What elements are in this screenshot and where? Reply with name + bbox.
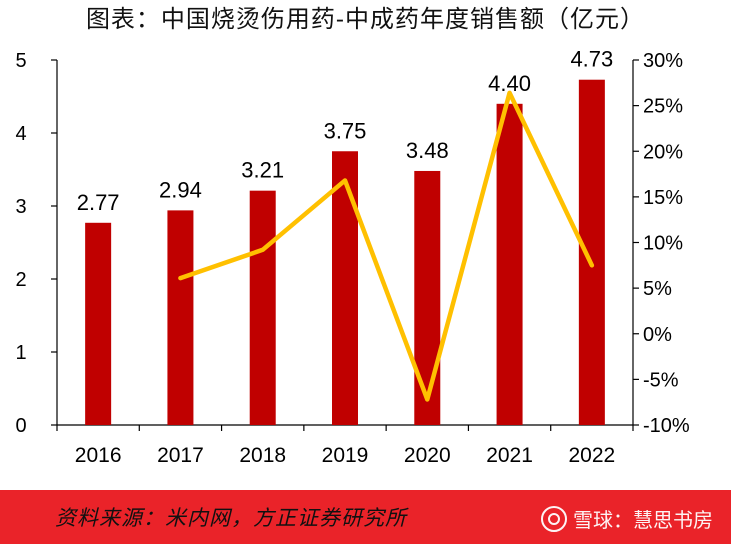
x-axis-tick-label: 2016 — [75, 444, 122, 467]
data-labels: 2.77 2.94 3.21 3.75 3.48 4.40 4.73 — [77, 47, 614, 215]
right-axis-tick-label: 15% — [643, 187, 683, 209]
x-axis-tick-label: 2021 — [486, 444, 533, 467]
bar-value-label: 2.94 — [159, 177, 202, 202]
bar-value-label: 3.75 — [324, 118, 367, 143]
right-axis-tick-label: 0% — [643, 324, 672, 346]
left-axis-tick-label: 3 — [15, 196, 26, 218]
growth-rate-line — [178, 90, 595, 402]
bar — [496, 103, 523, 426]
watermark: 雪球：慧思书房 — [541, 504, 713, 533]
right-axis-tick-label: 25% — [643, 96, 683, 118]
bar — [167, 210, 194, 425]
x-axis-tick-label: 2018 — [239, 444, 286, 467]
right-axis-tick-label: 30% — [643, 50, 683, 72]
left-axis-tick-label: 0 — [15, 415, 26, 437]
right-axis-tick-label: 5% — [643, 278, 672, 300]
bar — [578, 79, 605, 426]
bars — [85, 79, 605, 426]
x-axis-tick-label: 2022 — [568, 444, 615, 467]
bar — [249, 190, 276, 425]
right-axis-tick-label: -5% — [643, 369, 679, 391]
watermark-text: 雪球：慧思书房 — [573, 508, 713, 532]
x-axis-tick-label: 2020 — [404, 444, 451, 467]
bar-value-label: 2.77 — [77, 190, 120, 215]
x-axis-tick-label: 2019 — [322, 444, 369, 467]
bar — [332, 151, 358, 425]
bar-value-label: 3.21 — [241, 158, 284, 183]
axes: 0 1 2 3 4 5 -10% -5% 0% 5% 10% 15% 20% 25% 30% 2016 2017… — [15, 50, 689, 467]
left-axis-tick-label: 2 — [15, 269, 26, 291]
chart: 0 1 2 3 4 5 -10% -5% 0% 5% 10% 15% 20% 25% 30% 2016 2017… — [15, 47, 689, 467]
left-axis-tick-label: 4 — [15, 123, 26, 145]
bar-value-label: 4.73 — [570, 47, 613, 72]
snowball-logo-icon — [541, 506, 567, 532]
footer: 资料来源：米内网，方正证券研究所 雪球：慧思书房 — [0, 490, 731, 544]
left-axis-tick-label: 1 — [15, 342, 26, 364]
left-axis-tick-label: 5 — [15, 50, 26, 72]
right-axis-tick-label: 10% — [643, 233, 683, 255]
x-axis-tick-label: 2017 — [157, 444, 204, 467]
chart-title: 图表：中国烧烫伤用药-中成药年度销售额（亿元） — [85, 5, 646, 33]
bar — [414, 170, 441, 425]
right-axis-tick-label: -10% — [643, 415, 690, 437]
right-axis-tick-label: 20% — [643, 141, 683, 163]
source-note: 资料来源：米内网，方正证券研究所 — [55, 506, 407, 530]
bar — [85, 222, 112, 425]
bar-value-label: 3.48 — [406, 138, 449, 163]
bar-value-label: 4.40 — [488, 71, 531, 96]
growth-line — [178, 90, 595, 402]
